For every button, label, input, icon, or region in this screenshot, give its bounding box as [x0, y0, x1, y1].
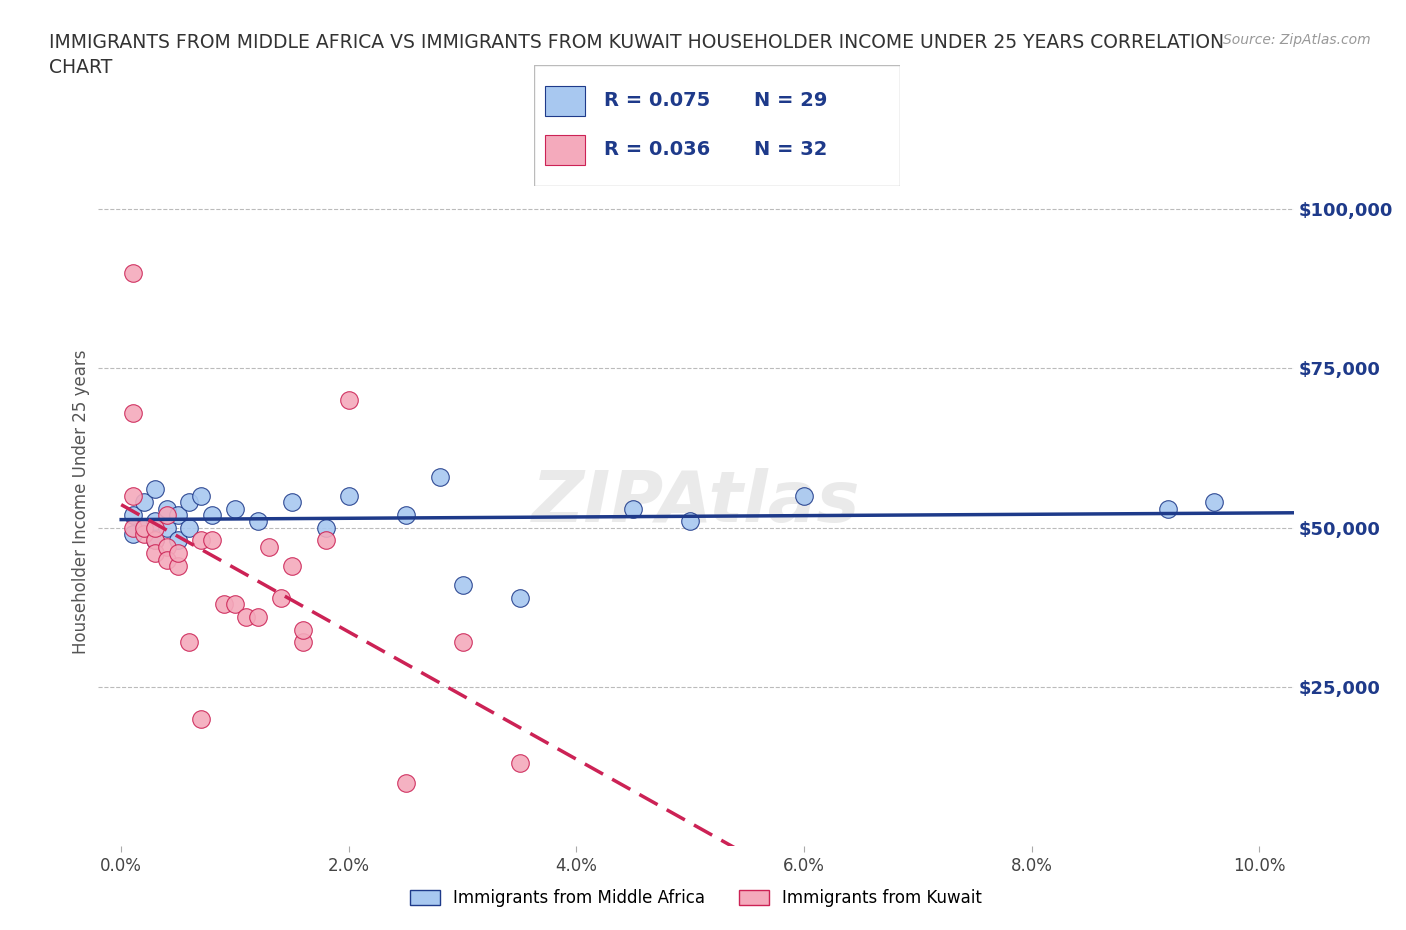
Point — [143, 514, 166, 529]
Point — [292, 622, 315, 637]
Text: R = 0.075: R = 0.075 — [603, 91, 710, 111]
Point — [143, 533, 166, 548]
Y-axis label: Householder Income Under 25 years: Householder Income Under 25 years — [72, 350, 90, 655]
Point — [201, 508, 224, 523]
Point — [201, 533, 224, 548]
Point — [793, 488, 815, 503]
Point — [395, 508, 418, 523]
Point — [156, 520, 179, 535]
Point — [156, 501, 179, 516]
Text: N = 29: N = 29 — [754, 91, 827, 111]
Point — [1202, 495, 1225, 510]
Point — [167, 508, 190, 523]
Point — [224, 597, 246, 612]
Point — [429, 470, 451, 485]
Point — [395, 775, 418, 790]
Point — [679, 514, 702, 529]
Text: IMMIGRANTS FROM MIDDLE AFRICA VS IMMIGRANTS FROM KUWAIT HOUSEHOLDER INCOME UNDER: IMMIGRANTS FROM MIDDLE AFRICA VS IMMIGRA… — [49, 33, 1225, 76]
Point — [132, 520, 155, 535]
Point — [143, 520, 166, 535]
Text: N = 32: N = 32 — [754, 140, 827, 159]
Point — [281, 559, 304, 574]
Point — [257, 539, 280, 554]
Point — [121, 488, 143, 503]
FancyBboxPatch shape — [534, 65, 900, 186]
Point — [121, 405, 143, 420]
Point — [509, 591, 531, 605]
Point — [212, 597, 235, 612]
Point — [121, 520, 143, 535]
Point — [179, 635, 201, 650]
Point — [179, 520, 201, 535]
Point — [292, 635, 315, 650]
Point — [235, 609, 257, 624]
Point — [132, 495, 155, 510]
Point — [509, 756, 531, 771]
Point — [451, 635, 474, 650]
Bar — [546, 86, 585, 116]
Point — [167, 533, 190, 548]
Point — [224, 501, 246, 516]
Point — [315, 533, 337, 548]
Point — [132, 520, 155, 535]
Point — [190, 488, 212, 503]
Point — [621, 501, 644, 516]
Point — [143, 533, 166, 548]
Point — [167, 546, 190, 561]
Point — [143, 482, 166, 497]
Point — [246, 609, 269, 624]
Point — [156, 508, 179, 523]
Point — [132, 526, 155, 541]
Point — [179, 495, 201, 510]
Text: Source: ZipAtlas.com: Source: ZipAtlas.com — [1223, 33, 1371, 46]
Point — [246, 514, 269, 529]
Legend: Immigrants from Middle Africa, Immigrants from Kuwait: Immigrants from Middle Africa, Immigrant… — [404, 883, 988, 913]
Point — [337, 488, 360, 503]
Bar — [546, 135, 585, 165]
Point — [143, 546, 166, 561]
Point — [190, 711, 212, 726]
Point — [451, 578, 474, 592]
Point — [270, 591, 292, 605]
Text: ZIPAtlas: ZIPAtlas — [531, 468, 860, 537]
Text: R = 0.036: R = 0.036 — [603, 140, 710, 159]
Point — [167, 559, 190, 574]
Point — [281, 495, 304, 510]
Point — [121, 526, 143, 541]
Point — [156, 539, 179, 554]
Point — [190, 533, 212, 548]
Point — [121, 508, 143, 523]
Point — [337, 392, 360, 407]
Point — [315, 520, 337, 535]
Point — [156, 552, 179, 567]
Point — [121, 265, 143, 280]
Point — [1157, 501, 1180, 516]
